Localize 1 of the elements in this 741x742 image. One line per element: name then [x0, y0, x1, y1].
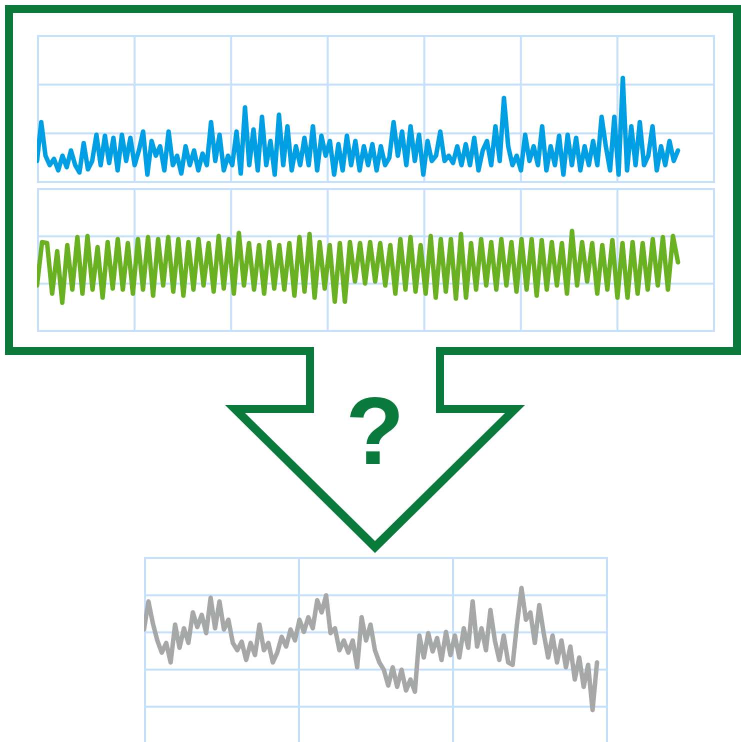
text: ? — [344, 377, 406, 487]
